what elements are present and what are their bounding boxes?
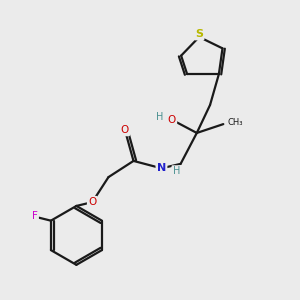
Text: H: H	[156, 112, 163, 122]
Text: S: S	[195, 29, 203, 39]
Text: H: H	[172, 166, 180, 176]
Text: O: O	[88, 197, 96, 207]
Text: O: O	[168, 115, 176, 125]
Text: F: F	[32, 211, 38, 221]
Text: CH₃: CH₃	[228, 118, 243, 127]
Text: O: O	[121, 125, 129, 135]
Text: N: N	[157, 163, 166, 173]
